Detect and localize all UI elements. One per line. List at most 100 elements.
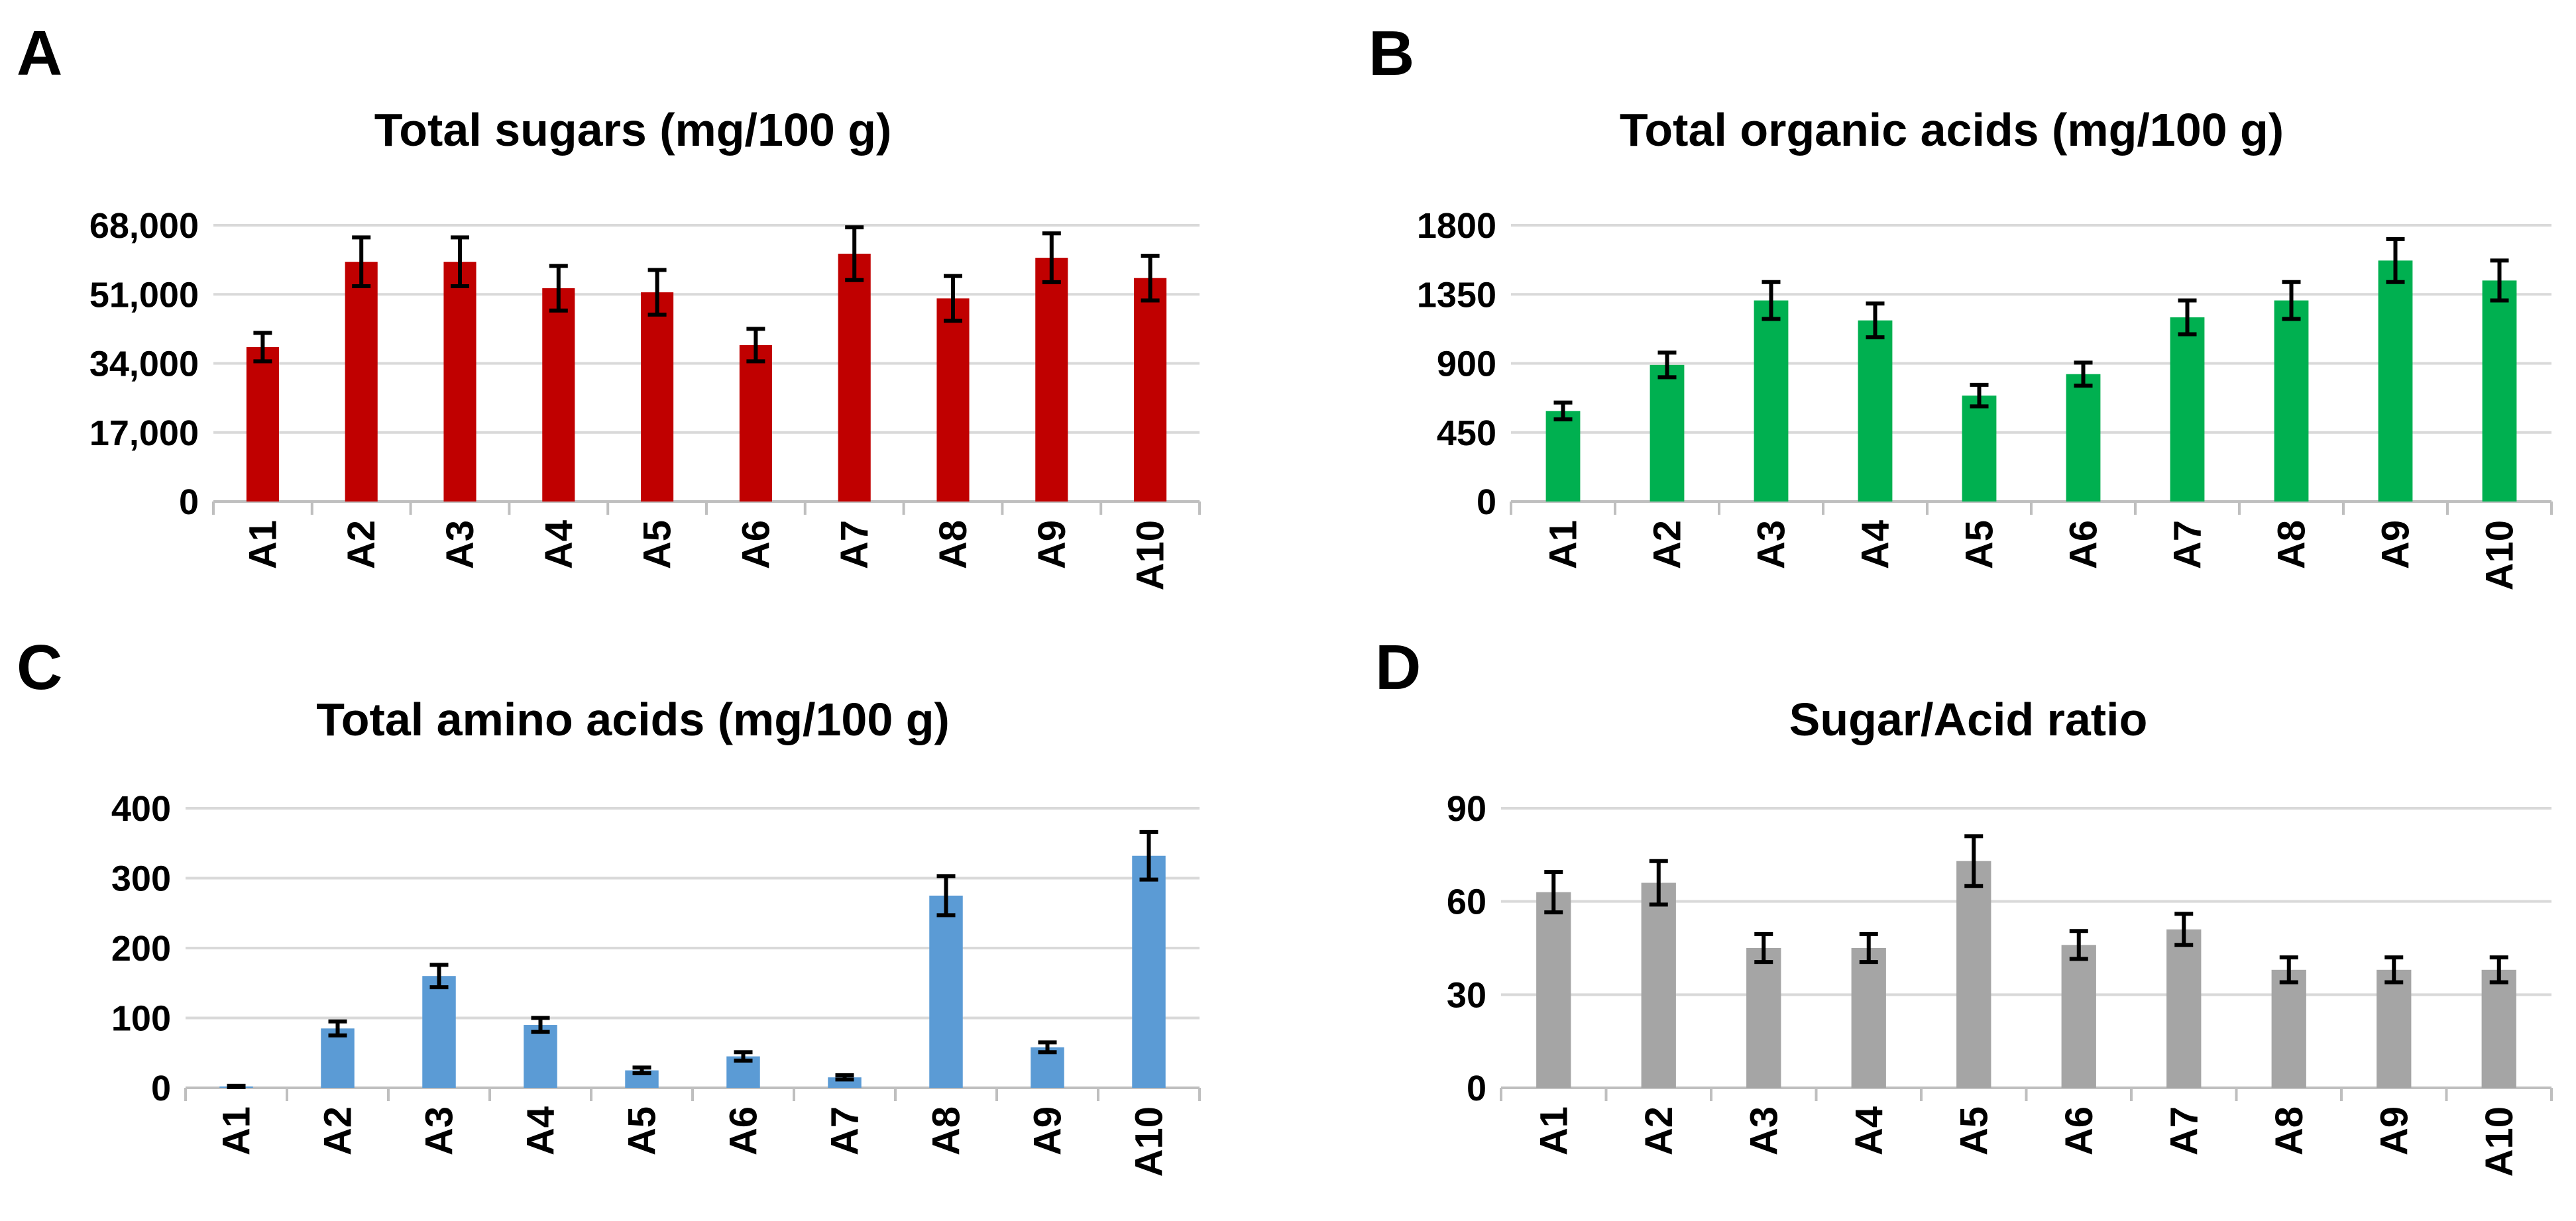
x-tick-label: A1 [241,520,284,569]
y-tick-label: 1350 [1417,275,1496,315]
bar-a3 [1754,300,1789,502]
x-tick-label: A3 [1750,520,1793,569]
x-tick-label: A9 [1027,1106,1070,1155]
bar-a1 [246,346,279,502]
bar-a4 [542,288,575,502]
panel-letter: A [17,18,62,89]
panel-c: C Total amino acids (mg/100 g) 0 100 200 30… [17,632,1201,1177]
bar-a2 [345,262,378,502]
bar-a7 [2166,929,2202,1088]
x-tick-label: A10 [2478,1106,2521,1177]
x-tick-label: A10 [1128,1106,1171,1177]
y-tick-label: 68,000 [89,206,199,246]
y-tick-label: 51,000 [89,275,199,315]
bar-a8 [2271,969,2306,1088]
chart-title: Sugar/Acid ratio [1789,694,2148,745]
x-tick-label: A1 [215,1106,258,1155]
x-tick-label: A10 [2479,520,2522,590]
x-tick-label: A7 [2166,520,2210,569]
y-tick-label: 450 [1437,413,1496,453]
bar-a3 [443,262,476,502]
y-tick-label: 200 [111,929,171,969]
panel-letter: C [17,632,62,703]
x-tick-label: A8 [925,1106,968,1155]
y-tick-label: 30 [1447,975,1486,1015]
x-tick-label: A5 [1952,1106,1995,1155]
y-tick-label: 0 [1467,1069,1486,1108]
plot-area: 0 450 900 1350 1800 A1 A2 A3 A4 A5 A6 A7 A8 A9 A10 [1417,206,2553,590]
bar-a6 [2066,374,2101,502]
bar-a9 [2377,969,2412,1088]
x-tick-label: A5 [1958,520,2001,569]
bar-a5 [1962,396,1997,502]
x-tick-label: A3 [418,1106,461,1155]
panel-d: D Sugar/Acid ratio 0 30 60 90 A1 A2 A3 A4 A5 A6 A7… [1375,632,2553,1177]
bar-a2 [1650,364,1685,502]
y-tick-label: 900 [1437,345,1496,384]
x-tick-label: A9 [2375,520,2418,569]
bar-a10 [1132,855,1166,1088]
plot-area: 0 100 200 300 400 A1 A2 A3 A4 A5 A6 A7 A8 A9 A10 [111,789,1201,1177]
x-tick-label: A5 [636,520,679,569]
bar-a1 [1536,892,1571,1088]
x-tick-label: A6 [734,520,777,569]
x-tick-label: A5 [621,1106,664,1155]
y-tick-label: 60 [1447,882,1486,922]
chart-title: Total sugars (mg/100 g) [374,104,892,156]
bar-a4 [1851,948,1886,1088]
bar-a3 [1746,948,1781,1088]
bar-a7 [838,253,871,502]
x-tick-label: A8 [2270,520,2314,569]
x-tick-label: A6 [2062,520,2105,569]
x-tick-label: A8 [932,520,975,569]
bar-a4 [524,1025,557,1088]
bar-a2 [1641,882,1676,1088]
chart-title: Total amino acids (mg/100 g) [316,694,950,745]
bar-a9 [2378,260,2413,502]
y-tick-label: 100 [111,999,171,1039]
bar-a5 [641,292,674,502]
x-tick-label: A1 [1532,1106,1575,1155]
chart-title: Total organic acids (mg/100 g) [1620,104,2284,156]
y-tick-label: 0 [1477,482,1496,522]
bar-a3 [422,976,456,1088]
x-tick-label: A2 [1646,520,1689,569]
panel-letter: D [1375,632,1421,703]
bar-a4 [1858,320,1893,502]
x-tick-label: A8 [2268,1106,2311,1155]
panel-b: B Total organic acids (mg/100 g) 0 450 900… [1369,18,2553,590]
x-tick-label: A7 [2162,1106,2206,1155]
bar-a6 [2061,945,2096,1088]
x-tick-label: A6 [2058,1106,2101,1155]
y-tick-label: 17,000 [89,413,199,453]
plot-area: 0 17,000 34,000 51,000 68,000 A1 A2 A3 A4 A5 A6 A7 A… [89,206,1201,590]
x-tick-label: A7 [833,520,876,569]
panel-letter: B [1369,18,1414,89]
bar-a8 [936,298,970,502]
bar-a10 [1134,278,1167,502]
bar-a9 [1035,258,1068,502]
bar-a2 [321,1028,355,1088]
y-tick-label: 0 [179,482,199,522]
x-tick-label: A4 [1854,520,1897,569]
bar-a6 [739,345,772,502]
bar-a5 [1956,861,1991,1088]
bar-a1 [1545,411,1581,502]
bar-a7 [2170,317,2205,502]
plot-area: 0 30 60 90 A1 A2 A3 A4 A5 A6 A7 A8 A9 A10 [1447,789,2553,1177]
y-tick-label: 400 [111,789,171,829]
x-tick-label: A1 [1542,520,1585,569]
x-tick-label: A4 [537,520,581,569]
x-tick-label: A3 [1742,1106,1785,1155]
x-tick-label: A4 [520,1106,563,1155]
x-tick-label: A3 [439,520,482,569]
bar-a10 [2482,280,2517,502]
x-tick-label: A9 [2373,1106,2416,1155]
x-tick-label: A9 [1031,520,1074,569]
panel-a: A Total sugars (mg/100 g) 0 17,000 34,000 5… [17,18,1201,590]
bar-a10 [2481,969,2516,1088]
y-tick-label: 300 [111,859,171,899]
y-tick-label: 0 [151,1069,171,1108]
x-tick-label: A2 [317,1106,360,1155]
